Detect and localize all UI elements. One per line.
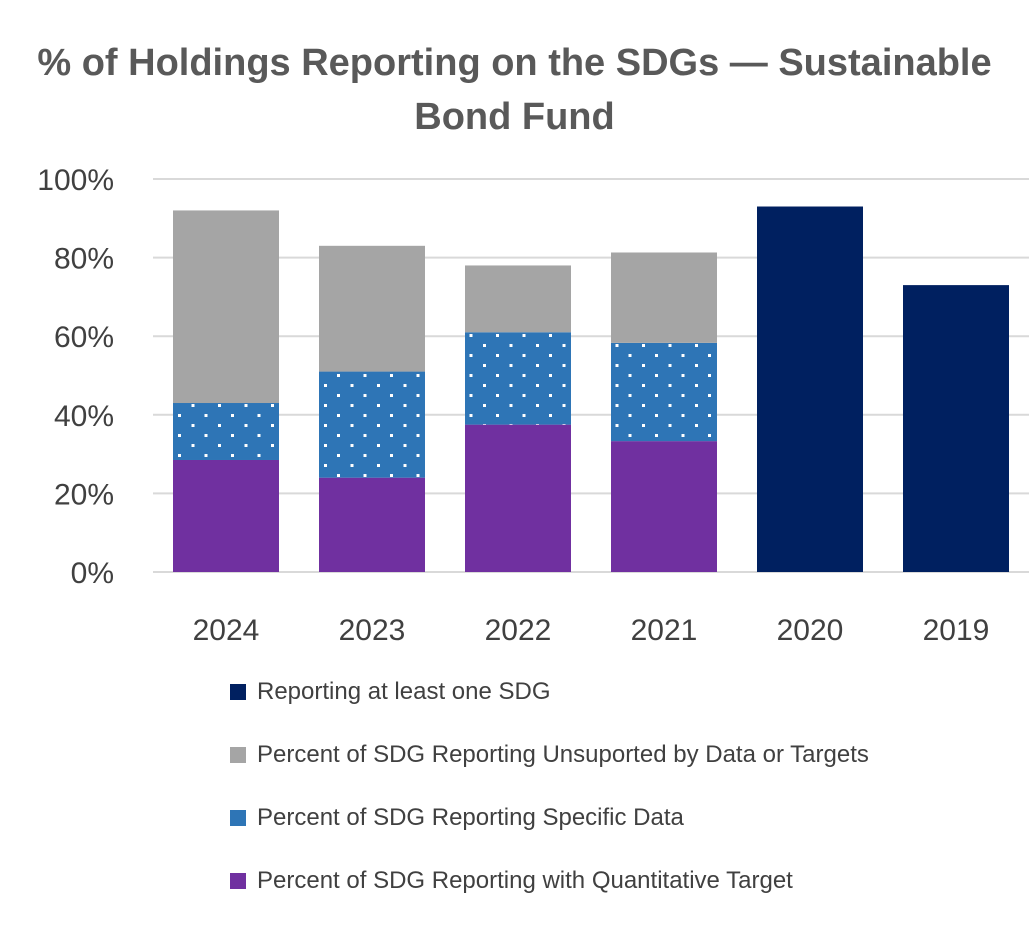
x-tick-label: 2021 (631, 614, 698, 647)
bar-2023-series-2 (319, 371, 425, 478)
legend-swatch (230, 873, 246, 889)
legend-item: Percent of SDG Reporting Unsuported by D… (230, 739, 1010, 771)
y-tick-label: 60% (54, 321, 114, 354)
legend-item: Percent of SDG Reporting Specific Data (230, 802, 1010, 834)
legend-swatch (230, 684, 246, 700)
chart-title: % of Holdings Reporting on the SDGs — Su… (37, 42, 992, 138)
y-tick-label: 20% (54, 478, 114, 511)
legend-label: Percent of SDG Reporting with Quantitati… (257, 867, 793, 894)
y-tick-label: 100% (37, 164, 114, 197)
y-axis-ticks: 0% 20% 40% 60% 80% 100% (37, 164, 114, 590)
bar-2021-series-2 (611, 342, 717, 442)
bar-2024-series-1 (173, 210, 279, 404)
x-tick-label: 2020 (777, 614, 844, 647)
bar-2023-series-1 (319, 245, 425, 372)
y-tick-label: 80% (54, 243, 114, 276)
x-axis-ticks: 2024 2023 2022 2021 2020 2019 (193, 614, 990, 647)
bar-2022-series-1 (465, 265, 571, 333)
gridlines (153, 178, 1029, 573)
legend-swatch (230, 810, 246, 826)
legend-label: Reporting at least one SDG (257, 678, 551, 705)
x-tick-label: 2022 (485, 614, 552, 647)
legend-swatch (230, 747, 246, 763)
legend-label: Percent of SDG Reporting Specific Data (257, 804, 684, 831)
legend-item: Reporting at least one SDG (230, 676, 1010, 708)
bar-2023-series-3 (319, 477, 425, 572)
legend-item: Percent of SDG Reporting with Quantitati… (230, 865, 1010, 897)
legend-label: Percent of SDG Reporting Unsuported by D… (257, 741, 869, 768)
bar-2020-series-0 (757, 206, 863, 572)
y-tick-label: 40% (54, 400, 114, 433)
x-tick-label: 2019 (923, 614, 990, 647)
bar-chart: 0%20%40%60%80%100% 2024 2023 2022 2021 2020 2… (37, 164, 1029, 647)
y-tick-label: 0% (71, 557, 114, 590)
bar-2021-series-3 (611, 441, 717, 572)
bar-2022-series-3 (465, 424, 571, 572)
legend: Reporting at least one SDG Percent of SDG… (230, 676, 1010, 928)
x-tick-label: 2024 (193, 614, 260, 647)
bar-2019-series-0 (903, 285, 1009, 572)
bar-2024-series-3 (173, 459, 279, 572)
bar-2022-series-2 (465, 332, 571, 425)
x-tick-label: 2023 (339, 614, 406, 647)
bar-2021-series-1 (611, 252, 717, 343)
bars (173, 206, 1009, 572)
bar-2024-series-2 (173, 403, 279, 460)
